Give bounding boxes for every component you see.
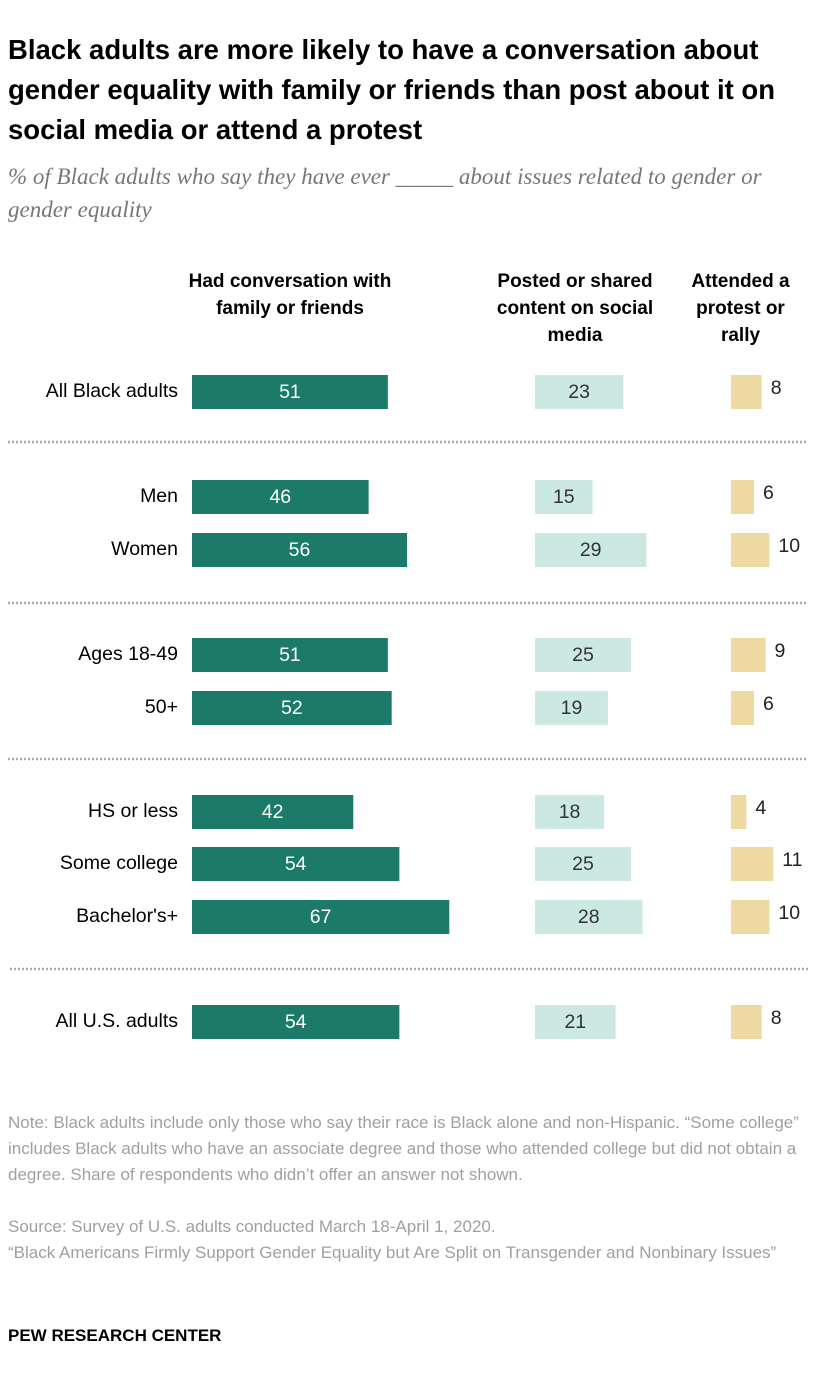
value-label: 4 xyxy=(755,797,766,819)
row-label: Men xyxy=(140,485,178,507)
value-label: 8 xyxy=(771,377,782,399)
bar xyxy=(731,691,755,725)
value-label: 51 xyxy=(279,644,301,666)
bar xyxy=(192,1005,400,1039)
value-label: 10 xyxy=(778,535,800,557)
value-label: 25 xyxy=(572,644,594,666)
column-header: Posted or shared content on social media xyxy=(496,271,654,346)
value-label: 46 xyxy=(269,486,291,508)
row-label: All Black adults xyxy=(46,380,178,402)
bar xyxy=(192,480,369,514)
report-title: “Black Americans Firmly Support Gender E… xyxy=(8,1243,777,1262)
bar xyxy=(535,638,631,672)
bar xyxy=(731,638,766,672)
row-label: HS or less xyxy=(88,800,178,822)
bar xyxy=(535,795,605,829)
value-label: 56 xyxy=(289,539,311,561)
bar xyxy=(731,795,747,829)
credit: PEW RESEARCH CENTER xyxy=(8,1326,222,1345)
value-label: 6 xyxy=(763,482,774,504)
value-label: 28 xyxy=(578,906,600,928)
bar xyxy=(731,900,770,934)
bar xyxy=(192,795,354,829)
value-label: 9 xyxy=(775,640,786,662)
bar xyxy=(535,1005,616,1039)
row-label: Ages 18-49 xyxy=(78,643,178,665)
bar xyxy=(535,847,631,881)
row-label: Bachelor's+ xyxy=(76,905,178,927)
column-header: Had conversation with family or friends xyxy=(188,271,392,319)
value-label: 11 xyxy=(782,849,802,871)
bar xyxy=(192,638,388,672)
source: Source: Survey of U.S. adults conducted … xyxy=(8,1217,496,1236)
note: Note: Black adults include only those wh… xyxy=(8,1113,799,1184)
bar xyxy=(535,375,624,409)
value-label: 52 xyxy=(281,697,303,719)
value-label: 67 xyxy=(310,906,332,928)
bar xyxy=(192,375,388,409)
value-label: 25 xyxy=(572,853,594,875)
value-label: 54 xyxy=(285,853,307,875)
bar xyxy=(535,900,643,934)
column-header: Attended a protest or rally xyxy=(691,271,790,346)
bar xyxy=(192,691,392,725)
bar xyxy=(731,480,755,514)
value-label: 23 xyxy=(568,381,590,403)
bar xyxy=(731,1005,762,1039)
bar xyxy=(731,375,762,409)
row-label: All U.S. adults xyxy=(56,1010,179,1032)
value-label: 6 xyxy=(763,693,774,715)
value-label: 54 xyxy=(285,1011,307,1033)
bar xyxy=(192,847,400,881)
value-label: 15 xyxy=(553,486,575,508)
bar xyxy=(192,533,408,567)
chart-title: Black adults are more likely to have a c… xyxy=(8,34,775,145)
value-label: 8 xyxy=(771,1007,782,1029)
bar xyxy=(535,480,593,514)
bar xyxy=(535,691,608,725)
value-label: 19 xyxy=(561,697,583,719)
value-label: 42 xyxy=(262,801,284,823)
value-label: 21 xyxy=(564,1011,586,1033)
row-label: Some college xyxy=(60,852,178,874)
row-label: 50+ xyxy=(145,696,178,718)
value-label: 18 xyxy=(559,801,581,823)
value-label: 10 xyxy=(778,902,800,924)
chart-subtitle: % of Black adults who say they have ever… xyxy=(8,164,762,222)
bar xyxy=(192,900,450,934)
bar xyxy=(535,533,647,567)
value-label: 51 xyxy=(279,381,301,403)
row-label: Women xyxy=(111,538,178,560)
bar xyxy=(731,847,774,881)
bar xyxy=(731,533,770,567)
value-label: 29 xyxy=(580,539,602,561)
